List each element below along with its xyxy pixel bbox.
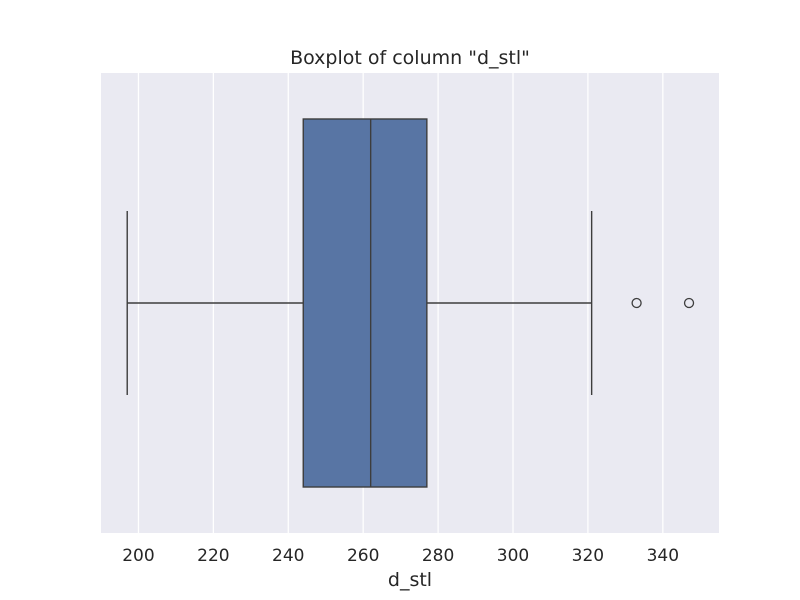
x-tick-label-200: 200 (122, 546, 154, 566)
box-iqr (302, 118, 428, 488)
x-tick-label-320: 320 (572, 546, 604, 566)
chart-title: Boxplot of column "d_stl" (290, 47, 530, 69)
outlier-point-0 (631, 297, 642, 309)
x-tick-label-240: 240 (272, 546, 304, 566)
x-axis-label: d_stl (388, 569, 432, 591)
outlier-point-1 (683, 297, 695, 309)
x-tick-label-280: 280 (422, 546, 454, 566)
x-tick-labels: 200 220 240 260 280 300 320 340 (122, 546, 679, 566)
x-tick-label-260: 260 (347, 546, 379, 566)
x-tick-label-220: 220 (197, 546, 229, 566)
x-tick-label-340: 340 (647, 546, 679, 566)
box-group (126, 118, 695, 488)
x-tick-label-300: 300 (497, 546, 529, 566)
